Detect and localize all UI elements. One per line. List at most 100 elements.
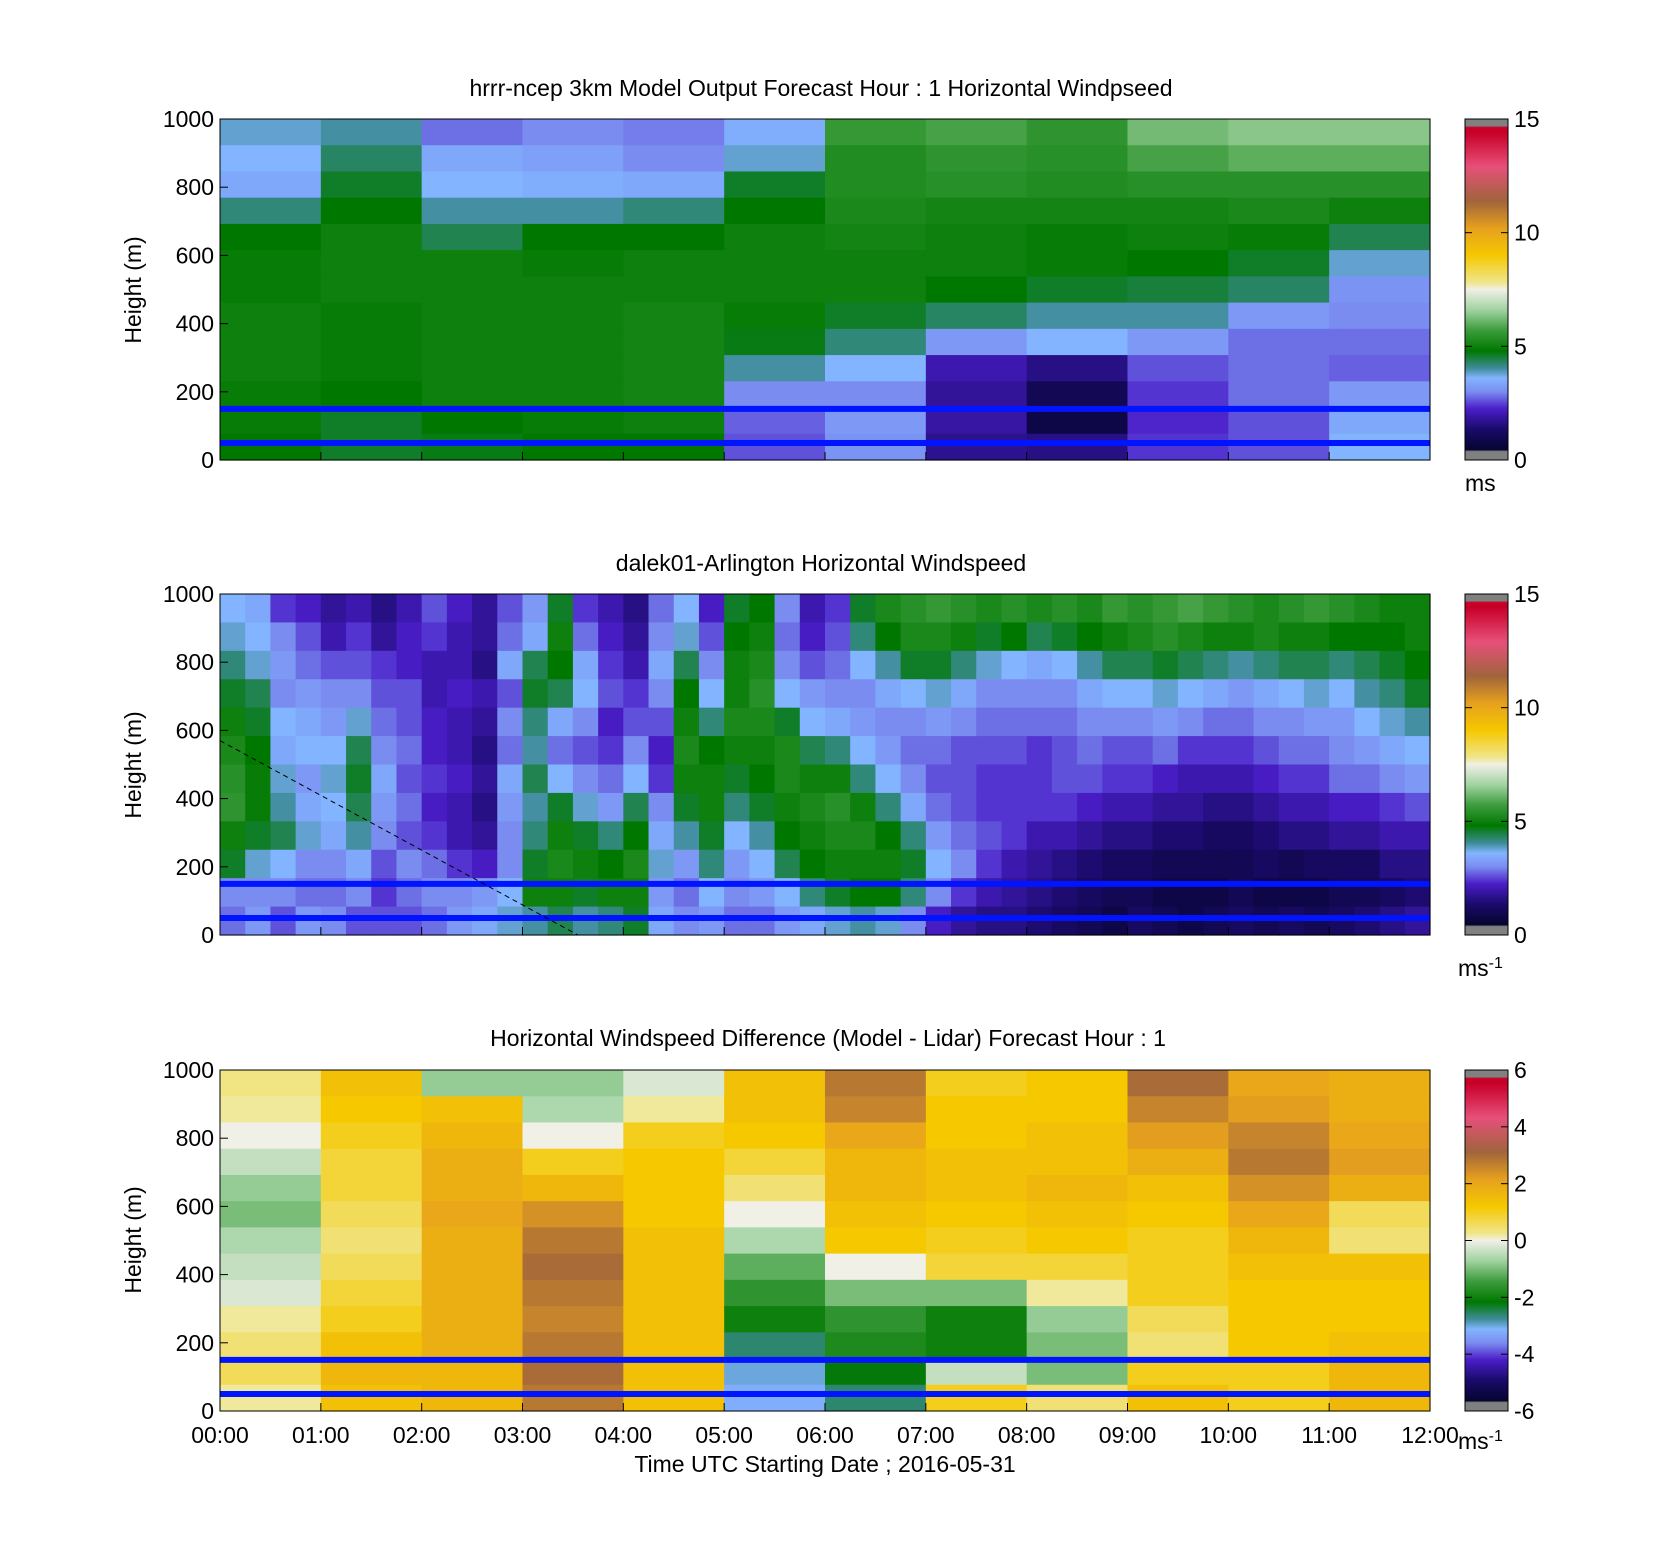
heatmap-cell — [623, 1122, 725, 1150]
heatmap-cell — [220, 1096, 322, 1124]
heatmap-cell — [673, 906, 700, 936]
heatmap-cell — [648, 622, 675, 652]
heatmap-cell — [320, 145, 423, 173]
heatmap-cell — [1329, 197, 1431, 225]
heatmap-cell — [724, 1358, 826, 1386]
heatmap-cell — [825, 1384, 927, 1412]
heatmap-cell — [925, 906, 952, 936]
panel-model-ylabel: Height (m) — [120, 236, 146, 343]
heatmap-cell — [1102, 594, 1129, 624]
heatmap-cell — [1001, 792, 1028, 822]
heatmap-cell — [522, 1148, 624, 1176]
heatmap-cell — [648, 764, 675, 794]
heatmap-cell — [1228, 407, 1330, 435]
heatmap-cell — [522, 1384, 624, 1412]
x-tick-label: 02:00 — [393, 1422, 451, 1448]
heatmap-cell — [346, 849, 372, 879]
heatmap-cell — [1177, 849, 1204, 879]
heatmap-cell — [925, 821, 952, 851]
heatmap-cell — [598, 764, 624, 794]
heatmap-cell — [598, 736, 624, 766]
heatmap-cell — [320, 1174, 423, 1202]
heatmap-cell — [346, 764, 372, 794]
y-tick-label: 0 — [201, 447, 214, 473]
heatmap-cell — [547, 707, 574, 737]
heatmap-cell — [446, 792, 473, 822]
heatmap-cell — [472, 650, 498, 680]
heatmap-cell — [421, 171, 524, 199]
heatmap-cell — [623, 302, 725, 330]
heatmap-cell — [1354, 679, 1381, 709]
heatmap-cell — [1228, 650, 1255, 680]
heatmap-cell — [799, 906, 826, 936]
heatmap-cell — [623, 650, 650, 680]
heatmap-cell — [623, 792, 650, 822]
heatmap-cell — [648, 792, 675, 822]
heatmap-cell — [724, 328, 826, 356]
heatmap-cell — [1102, 622, 1129, 652]
heatmap-cell — [673, 707, 700, 737]
heatmap-cell — [673, 650, 700, 680]
y-tick-label: 400 — [176, 1262, 214, 1288]
heatmap-cell — [346, 679, 372, 709]
heatmap-cell — [1303, 821, 1330, 851]
heatmap-cell — [522, 250, 624, 277]
heatmap-cell — [850, 650, 877, 680]
heatmap-cell — [1102, 849, 1129, 879]
heatmap-cell — [925, 764, 952, 794]
heatmap-cell — [1228, 1148, 1330, 1176]
heatmap-cell — [648, 736, 675, 766]
heatmap-cell — [572, 622, 599, 652]
heatmap-cell — [522, 1279, 624, 1307]
heatmap-cell — [1001, 650, 1028, 680]
heatmap-cell — [1253, 707, 1280, 737]
heatmap-cell — [900, 849, 927, 879]
heatmap-cell — [320, 1279, 423, 1307]
heatmap-cell — [1001, 594, 1028, 624]
heatmap-cell — [220, 381, 322, 409]
heatmap-cell — [1228, 1201, 1330, 1228]
heatmap-cell — [220, 792, 246, 822]
heatmap-cell — [572, 594, 599, 624]
heatmap-cell — [925, 302, 1028, 330]
heatmap-cell — [825, 1122, 927, 1150]
x-tick-label: 04:00 — [595, 1422, 653, 1448]
heatmap-cell — [320, 1306, 423, 1333]
heatmap-cell — [724, 145, 826, 173]
heatmap-cell — [850, 764, 877, 794]
heatmap-cell — [1203, 849, 1229, 879]
heatmap-cell — [875, 707, 902, 737]
heatmap-cell — [1329, 407, 1431, 435]
panel-lidar-ylabel: Height (m) — [120, 711, 146, 818]
heatmap-cell — [421, 650, 448, 680]
heatmap-cell — [1051, 650, 1078, 680]
heatmap-cell — [698, 906, 725, 936]
heatmap-cell — [295, 792, 322, 822]
heatmap-cell — [421, 1384, 524, 1412]
heatmap-cell — [1228, 1122, 1330, 1150]
heatmap-cell — [270, 650, 297, 680]
panel-difference-cells — [220, 1070, 1431, 1412]
heatmap-cell — [220, 1384, 322, 1412]
y-tick-label: 1000 — [163, 581, 214, 607]
x-tick-label: 11:00 — [1301, 1422, 1357, 1448]
heatmap-cell — [421, 707, 448, 737]
heatmap-cell — [1127, 1306, 1229, 1333]
panel-difference-overlay — [220, 1356, 1430, 1397]
heatmap-cell — [623, 679, 650, 709]
heatmap-cell — [1278, 622, 1305, 652]
heatmap-cell — [925, 276, 1028, 304]
heatmap-cell — [1127, 821, 1154, 851]
heatmap-cell — [1026, 1253, 1129, 1281]
heatmap-cell — [421, 764, 448, 794]
heatmap-cell — [421, 821, 448, 851]
heatmap-cell — [698, 821, 725, 851]
heatmap-cell — [825, 276, 927, 304]
colorbar-tick-label: -4 — [1514, 1341, 1535, 1367]
heatmap-cell — [1228, 145, 1330, 173]
heatmap-cell — [446, 679, 473, 709]
heatmap-cell — [371, 906, 398, 936]
heatmap-cell — [1329, 145, 1431, 173]
panel-model-xticks — [219, 452, 1431, 460]
heatmap-cell — [320, 1384, 423, 1412]
